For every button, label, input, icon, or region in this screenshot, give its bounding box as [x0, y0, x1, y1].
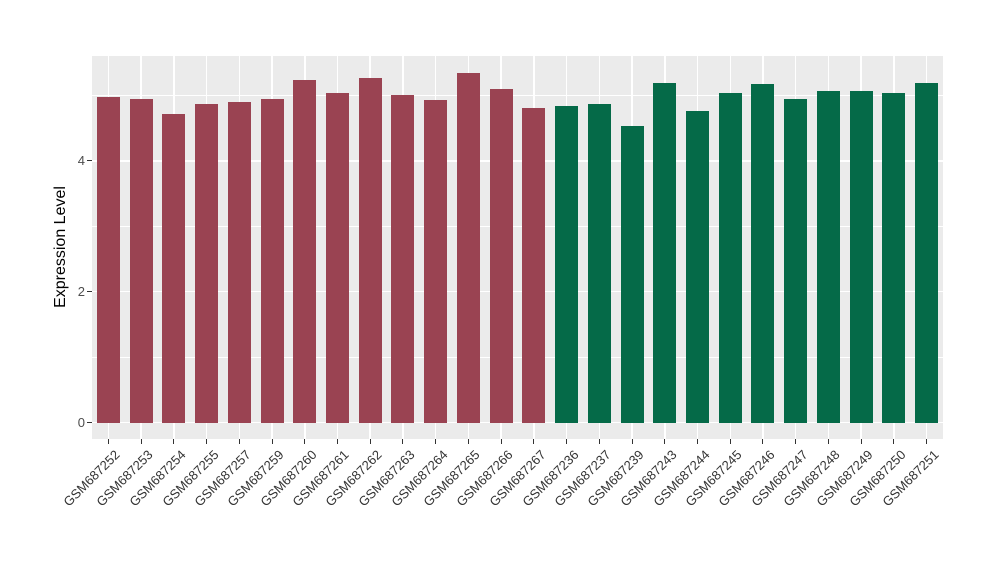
bar-GSM687250	[882, 93, 906, 423]
bar-GSM687255	[195, 104, 219, 423]
y-tick-label: 2	[77, 284, 85, 300]
bar-GSM687263	[391, 95, 415, 423]
bar-GSM687257	[227, 101, 251, 423]
bar-GSM687246	[751, 84, 775, 423]
bar-GSM687236	[555, 106, 579, 423]
bar-GSM687253	[129, 98, 153, 423]
bar-GSM687266	[489, 88, 513, 423]
x-tick-mark	[304, 439, 306, 444]
major-gridline	[92, 421, 943, 424]
x-tick-mark	[860, 439, 862, 444]
bar-GSM687261	[325, 92, 349, 423]
x-tick-mark	[926, 439, 928, 444]
x-tick-mark	[435, 439, 437, 444]
y-tick-label: 4	[77, 153, 85, 169]
bar-GSM687245	[718, 93, 742, 423]
bar-GSM687262	[358, 78, 382, 423]
x-tick-mark	[762, 439, 764, 444]
x-tick-mark	[206, 439, 208, 444]
x-tick-mark	[271, 439, 273, 444]
y-tick-mark	[87, 160, 92, 162]
y-tick-mark	[87, 291, 92, 293]
bar-GSM687251	[915, 83, 939, 423]
x-tick-mark	[893, 439, 895, 444]
x-tick-mark	[238, 439, 240, 444]
x-tick-mark	[729, 439, 731, 444]
bar-GSM687243	[653, 82, 677, 423]
x-tick-mark	[664, 439, 666, 444]
bar-GSM687239	[620, 126, 644, 423]
x-tick-mark	[336, 439, 338, 444]
major-gridline	[92, 160, 943, 162]
minor-gridline	[92, 94, 943, 96]
x-tick-mark	[500, 439, 502, 444]
bar-GSM687254	[162, 113, 186, 423]
minor-gridline	[92, 356, 943, 358]
x-tick-mark	[173, 439, 175, 444]
x-tick-mark	[369, 439, 371, 444]
minor-gridline	[92, 225, 943, 227]
bar-GSM687259	[260, 99, 284, 423]
bar-GSM687237	[587, 103, 611, 423]
x-tick-mark	[107, 439, 109, 444]
major-gridline	[92, 290, 943, 293]
bar-GSM687264	[424, 99, 448, 423]
bar-GSM687247	[784, 99, 808, 423]
bar-GSM687265	[456, 73, 480, 423]
x-tick-mark	[631, 439, 633, 444]
x-tick-mark	[467, 439, 469, 444]
bar-GSM687252	[96, 96, 120, 423]
x-tick-mark	[566, 439, 568, 444]
bar-GSM687248	[816, 91, 840, 423]
x-tick-mark	[827, 439, 829, 444]
x-tick-mark	[795, 439, 797, 444]
bar-GSM687267	[522, 108, 546, 423]
x-tick-mark	[533, 439, 535, 444]
y-tick-label: 0	[77, 415, 85, 431]
plot-panel	[92, 56, 943, 439]
bar-GSM687249	[849, 90, 873, 423]
y-tick-mark	[87, 422, 92, 424]
bar-GSM687244	[686, 110, 710, 423]
x-tick-mark	[140, 439, 142, 444]
bar-GSM687260	[293, 80, 317, 423]
x-tick-mark	[402, 439, 404, 444]
x-tick-mark	[598, 439, 600, 444]
x-tick-mark	[697, 439, 699, 444]
